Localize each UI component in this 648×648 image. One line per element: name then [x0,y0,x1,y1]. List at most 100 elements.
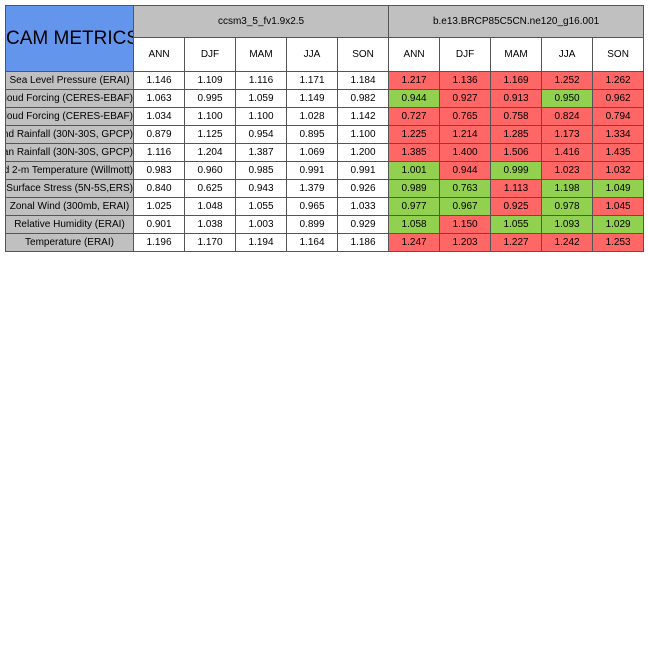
table-row: Pacific Surface Stress (5N-5S,ERS)0.8400… [5,179,645,198]
ref-value-cell: 0.899 [286,215,338,234]
season-header-ref-ann: ANN [133,37,185,72]
ref-value-cell: 1.196 [133,233,185,252]
row-label-text: Land Rainfall (30N-30S, GPCP) [5,129,133,140]
test-value-cell: 1.136 [439,71,492,90]
ref-value-cell: 1.028 [286,107,338,126]
ref-value-cell: 1.186 [336,233,390,252]
ref-value-cell: 0.943 [235,179,287,198]
test-value-cell: 1.506 [490,143,543,162]
test-value-cell: 1.045 [592,197,645,216]
test-value-cell: 1.150 [439,215,492,234]
row-label-text: Land 2-m Temperature (Willmott) [7,165,133,176]
ref-value-cell: 0.879 [133,125,185,144]
ref-value-cell: 0.929 [336,215,390,234]
ref-value-cell: 0.625 [184,179,236,198]
ref-value-cell: 1.033 [336,197,390,216]
season-header-ref-mam: MAM [235,37,287,72]
test-value-cell: 0.794 [592,107,645,126]
table-row: Relative Humidity (ERAI) 0.901 1.038 1.003 0… [5,215,645,234]
ref-value-cell: 1.125 [184,125,236,144]
test-value-cell: 1.416 [541,143,594,162]
test-value-cell: 0.824 [541,107,594,126]
row-label-text: Sea Level Pressure (ERAI) [9,75,130,86]
row-label-text: Relative Humidity (ERAI) [14,219,125,230]
test-value-cell: 0.913 [490,89,543,108]
test-value-cell: 1.001 [388,161,441,180]
test-value-cell: 0.944 [439,161,492,180]
test-value-cell: 1.225 [388,125,441,144]
row-label: Land 2-m Temperature (Willmott) [5,161,134,180]
row-label: SW Cloud Forcing (CERES-EBAF) [5,89,134,108]
case-header-ref: ccsm3_5_fv1.9x2.5 [132,5,390,38]
test-value-cell: 0.962 [592,89,645,108]
test-value-cell: 0.977 [388,197,441,216]
ref-value-cell: 1.100 [235,107,287,126]
test-value-cell: 1.262 [592,71,645,90]
test-value-cell: 0.944 [388,89,441,108]
season-header-test-son: SON [592,37,645,72]
ref-value-cell: 0.991 [286,161,338,180]
ref-value-cell: 0.983 [133,161,185,180]
season-header-ref-jja: JJA [286,37,338,72]
test-value-cell: 1.385 [388,143,441,162]
test-value-cell: 0.999 [490,161,543,180]
ref-value-cell: 0.954 [235,125,287,144]
test-value-cell: 1.049 [592,179,645,198]
test-value-cell: 0.927 [439,89,492,108]
ref-value-cell: 1.048 [184,197,236,216]
ref-value-cell: 1.171 [286,71,338,90]
test-value-cell: 1.173 [541,125,594,144]
ref-value-cell: 1.379 [286,179,338,198]
test-value-cell: 1.058 [388,215,441,234]
test-value-cell: 0.950 [541,89,594,108]
ref-value-cell: 1.170 [184,233,236,252]
row-label: LW Cloud Forcing (CERES-EBAF) [5,107,134,126]
table-row: Land Rainfall (30N-30S, GPCP) 0.879 1.125 0… [5,125,645,144]
ref-value-cell: 1.063 [133,89,185,108]
case-header-test: b.e13.BRCP85C5CN.ne120_g16.001 [388,5,645,38]
ref-value-cell: 1.034 [133,107,185,126]
test-value-cell: 0.758 [490,107,543,126]
row-label: Ocean Rainfall (30N-30S, GPCP) [5,143,134,162]
ref-value-cell: 1.116 [133,143,185,162]
ref-value-cell: 1.109 [184,71,236,90]
table-row: Zonal Wind (300mb, ERAI) 1.025 1.048 1.055 0… [5,197,645,216]
test-value-cell: 1.198 [541,179,594,198]
season-header-test-ann: ANN [388,37,441,72]
row-label-text: LW Cloud Forcing (CERES-EBAF) [6,111,133,122]
ref-value-cell: 0.985 [235,161,287,180]
row-label: Land Rainfall (30N-30S, GPCP) [5,125,134,144]
test-value-cell: 1.169 [490,71,543,90]
ref-value-cell: 0.926 [336,179,390,198]
test-value-cell: 1.217 [388,71,441,90]
test-value-cell: 1.032 [592,161,645,180]
case-header-row: CAM METRICS ccsm3_5_fv1.9x2.5 b.e13.BRCP… [5,5,645,72]
row-label-text: SW Cloud Forcing (CERES-EBAF) [6,93,133,104]
season-header-test-mam: MAM [490,37,543,72]
row-label-text: Zonal Wind (300mb, ERAI) [9,201,130,212]
ref-value-cell: 1.059 [235,89,287,108]
row-label: Temperature (ERAI) [5,233,134,252]
ref-value-cell: 1.003 [235,215,287,234]
test-value-cell: 1.400 [439,143,492,162]
test-value-cell: 0.989 [388,179,441,198]
test-value-cell: 1.435 [592,143,645,162]
ref-value-cell: 1.184 [336,71,390,90]
test-value-cell: 1.285 [490,125,543,144]
test-value-cell: 1.203 [439,233,492,252]
ref-value-cell: 1.146 [133,71,185,90]
season-header-ref-djf: DJF [184,37,236,72]
ref-value-cell: 1.142 [336,107,390,126]
table-row: Sea Level Pressure (ERAI) 1.146 1.109 1.116… [5,71,645,90]
row-label: Zonal Wind (300mb, ERAI) [5,197,134,216]
ref-value-cell: 0.982 [336,89,390,108]
cam-metrics-table: CAM METRICS ccsm3_5_fv1.9x2.5 b.e13.BRCP… [5,5,645,252]
ref-value-cell: 0.965 [286,197,338,216]
ref-value-cell: 1.055 [235,197,287,216]
ref-value-cell: 1.194 [235,233,287,252]
ref-value-cell: 1.200 [336,143,390,162]
season-header-ref-son: SON [336,37,390,72]
ref-value-cell: 1.387 [235,143,287,162]
row-label-text: Pacific Surface Stress (5N-5S,ERS) [6,183,133,194]
ref-value-cell: 0.840 [133,179,185,198]
